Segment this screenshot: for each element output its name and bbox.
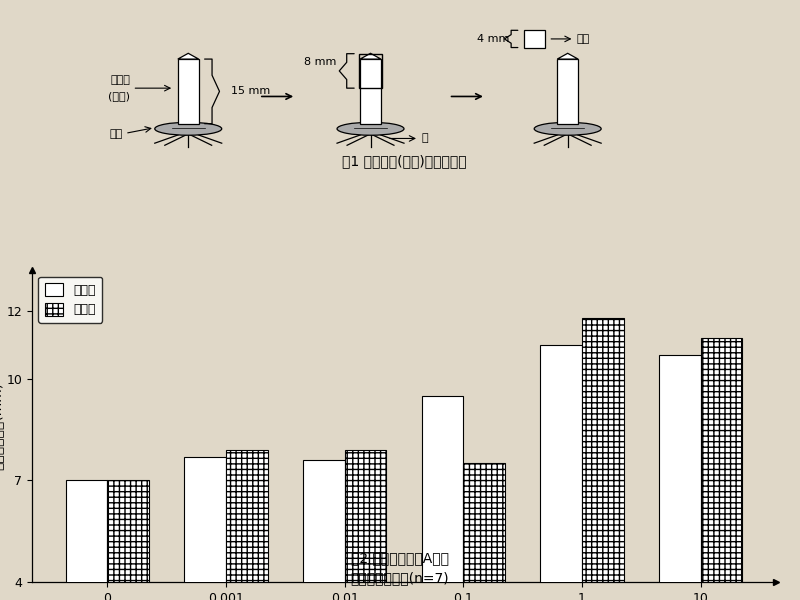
Ellipse shape xyxy=(337,122,404,135)
Text: 8 mm: 8 mm xyxy=(305,58,337,67)
Polygon shape xyxy=(558,53,578,59)
Bar xyxy=(659,355,701,600)
Bar xyxy=(422,396,463,600)
Text: 根: 根 xyxy=(421,133,428,143)
Text: (幼苗): (幼苗) xyxy=(108,91,130,101)
Bar xyxy=(226,450,267,600)
Polygon shape xyxy=(178,53,198,59)
Bar xyxy=(358,53,382,88)
Ellipse shape xyxy=(534,122,601,135)
Bar xyxy=(345,450,386,600)
Polygon shape xyxy=(360,53,381,59)
Bar xyxy=(582,318,623,600)
Text: 图2 用不同浓度的A溶液
处理切段的结果(n=7): 图2 用不同浓度的A溶液 处理切段的结果(n=7) xyxy=(350,551,450,585)
Bar xyxy=(185,457,226,600)
Bar xyxy=(524,31,545,47)
Bar xyxy=(178,59,198,124)
Bar xyxy=(66,481,107,600)
Text: 4 mm: 4 mm xyxy=(477,34,509,44)
Legend: 实验一, 实验二: 实验一, 实验二 xyxy=(38,277,102,323)
Bar xyxy=(701,338,742,600)
Text: 切段: 切段 xyxy=(577,34,590,44)
Text: 种子: 种子 xyxy=(110,129,122,139)
Bar xyxy=(463,463,505,600)
Text: 15 mm: 15 mm xyxy=(230,86,270,97)
Bar xyxy=(303,460,345,600)
Text: 图1 实验材料(切段)截取示意图: 图1 实验材料(切段)截取示意图 xyxy=(342,154,466,168)
Bar xyxy=(558,59,578,124)
Bar xyxy=(360,59,381,124)
Bar xyxy=(107,481,149,600)
Ellipse shape xyxy=(154,122,222,135)
Bar xyxy=(541,345,582,600)
Y-axis label: 切段平均长度(mm): 切段平均长度(mm) xyxy=(0,382,4,470)
Text: 胚芽鞘: 胚芽鞘 xyxy=(110,76,130,85)
